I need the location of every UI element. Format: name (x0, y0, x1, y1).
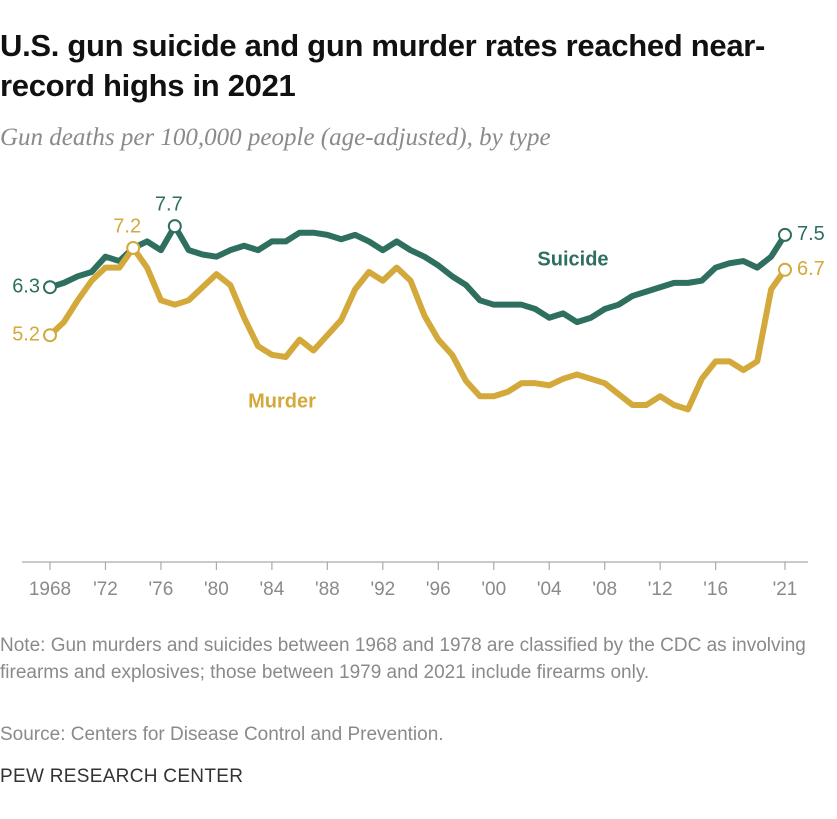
point-marker (778, 262, 792, 277)
series-label: Murder (248, 390, 316, 412)
data-label: 7.5 (797, 223, 825, 245)
x-tick-label: '04 (537, 579, 562, 600)
x-tick-label: '12 (648, 579, 673, 600)
footer: PEW RESEARCH CENTER (0, 766, 244, 787)
x-tick-label: '72 (93, 579, 118, 600)
data-label: 7.2 (113, 215, 141, 237)
data-label: 5.2 (12, 323, 40, 345)
x-tick-label: 1968 (29, 579, 71, 600)
x-tick-label: '16 (703, 579, 728, 600)
series-line (47, 244, 788, 413)
note: Note: Gun murders and suicides between 1… (0, 635, 806, 683)
x-tick-label: '08 (592, 579, 617, 600)
x-tick-label: '92 (370, 579, 395, 600)
data-label: 7.7 (155, 193, 183, 215)
chart-title: U.S. gun suicide and gun murder rates re… (0, 28, 766, 103)
x-tick-label: '88 (315, 579, 340, 600)
x-tick-label: '84 (260, 579, 285, 600)
x-tick-label: '76 (149, 579, 174, 600)
chart-subtitle: Gun deaths per 100,000 people (age-adjus… (0, 124, 551, 151)
x-tick-label: '00 (481, 579, 506, 600)
series-label: Suicide (537, 248, 608, 270)
x-tick-label: '80 (204, 579, 229, 600)
point-marker (167, 219, 182, 234)
data-label: 6.7 (797, 258, 825, 280)
point-marker (778, 227, 792, 242)
point-marker (126, 240, 141, 255)
source: Source: Centers for Disease Control and … (0, 724, 444, 745)
data-label: 6.3 (12, 276, 40, 298)
x-tick-label: '21 (773, 579, 798, 600)
x-tick-label: '96 (426, 579, 451, 600)
chart: 1968 '72 '76 '80 '84 '88 '92 '96 '00 '04 '08 '12 '16… (12, 193, 825, 600)
series-line (47, 223, 788, 326)
point-marker (43, 328, 57, 343)
point-marker (43, 280, 57, 295)
